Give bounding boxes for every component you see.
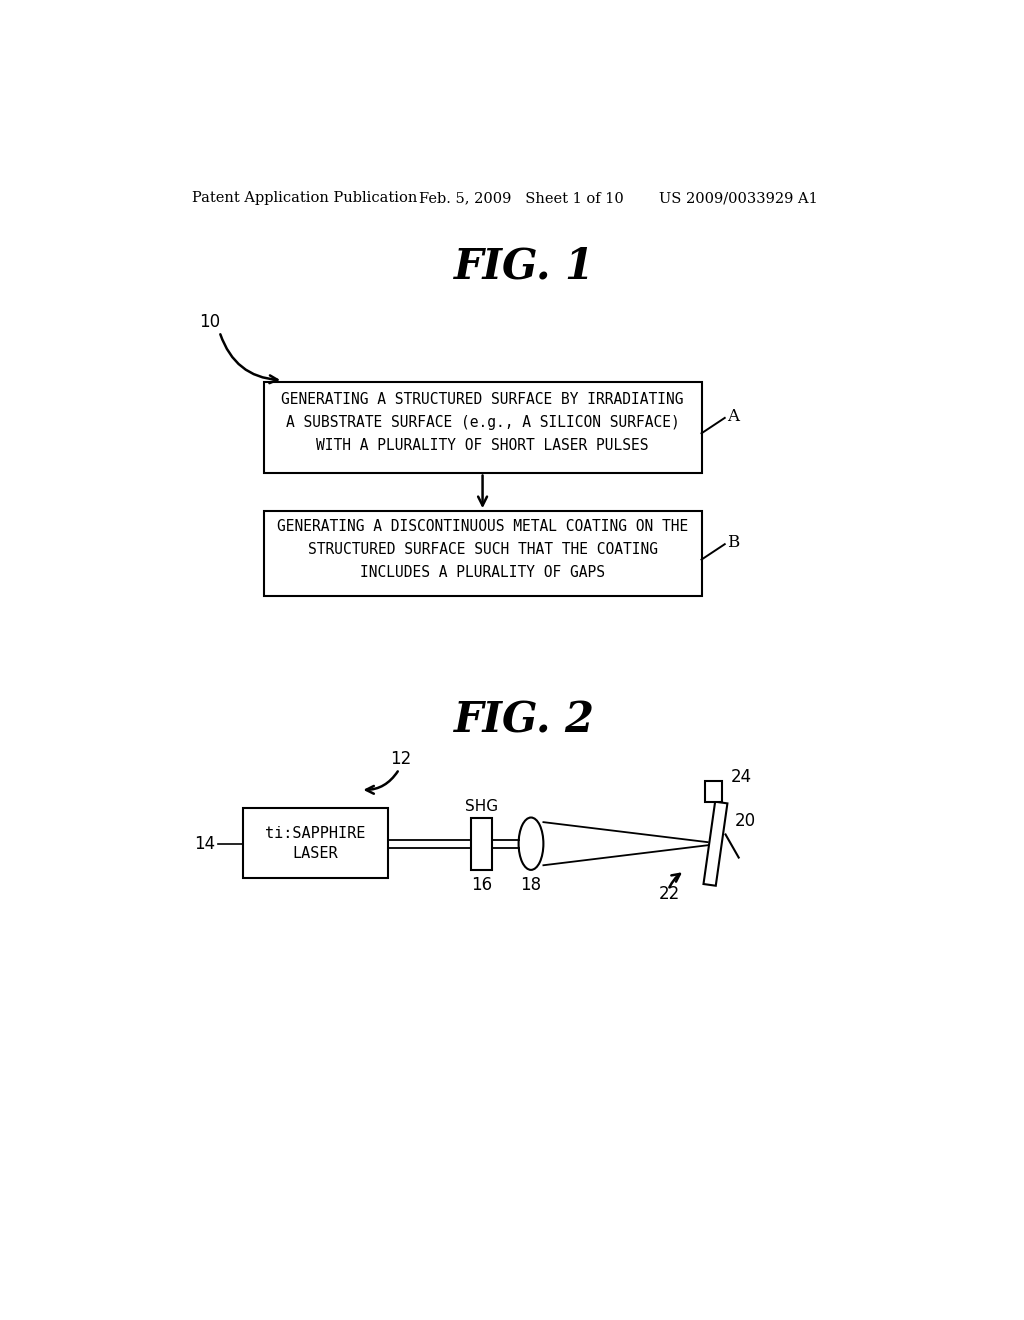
Text: 18: 18 (520, 876, 542, 894)
Text: 16: 16 (471, 876, 492, 894)
Text: INCLUDES A PLURALITY OF GAPS: INCLUDES A PLURALITY OF GAPS (360, 565, 605, 581)
Text: Patent Application Publication: Patent Application Publication (191, 191, 417, 206)
Bar (263, 511, 701, 595)
Text: 22: 22 (658, 884, 680, 903)
Text: LASER: LASER (293, 846, 338, 861)
Text: FIG. 1: FIG. 1 (455, 246, 595, 288)
Text: A: A (727, 408, 739, 425)
Text: STRUCTURED SURFACE SUCH THAT THE COATING: STRUCTURED SURFACE SUCH THAT THE COATING (307, 543, 657, 557)
Text: Feb. 5, 2009   Sheet 1 of 10: Feb. 5, 2009 Sheet 1 of 10 (419, 191, 624, 206)
Bar (471, 817, 493, 870)
Text: SHG: SHG (465, 799, 498, 814)
Text: 10: 10 (200, 313, 220, 330)
Text: B: B (727, 535, 739, 552)
Text: 20: 20 (735, 812, 756, 829)
Text: 14: 14 (194, 834, 215, 853)
Text: GENERATING A STRUCTURED SURFACE BY IRRADIATING: GENERATING A STRUCTURED SURFACE BY IRRAD… (282, 392, 684, 407)
Polygon shape (703, 801, 727, 886)
Text: ti:SAPPHIRE: ti:SAPPHIRE (265, 826, 366, 841)
Bar (243, 808, 388, 878)
Text: GENERATING A DISCONTINUOUS METAL COATING ON THE: GENERATING A DISCONTINUOUS METAL COATING… (276, 519, 688, 535)
Text: FIG. 2: FIG. 2 (455, 700, 595, 742)
Text: 24: 24 (731, 768, 752, 785)
Text: US 2009/0033929 A1: US 2009/0033929 A1 (658, 191, 817, 206)
Bar (263, 381, 701, 473)
Ellipse shape (518, 817, 544, 870)
Text: 12: 12 (390, 750, 412, 768)
Bar (706, 780, 722, 803)
Text: A SUBSTRATE SURFACE (e.g., A SILICON SURFACE): A SUBSTRATE SURFACE (e.g., A SILICON SUR… (286, 414, 680, 430)
Text: WITH A PLURALITY OF SHORT LASER PULSES: WITH A PLURALITY OF SHORT LASER PULSES (316, 438, 649, 453)
